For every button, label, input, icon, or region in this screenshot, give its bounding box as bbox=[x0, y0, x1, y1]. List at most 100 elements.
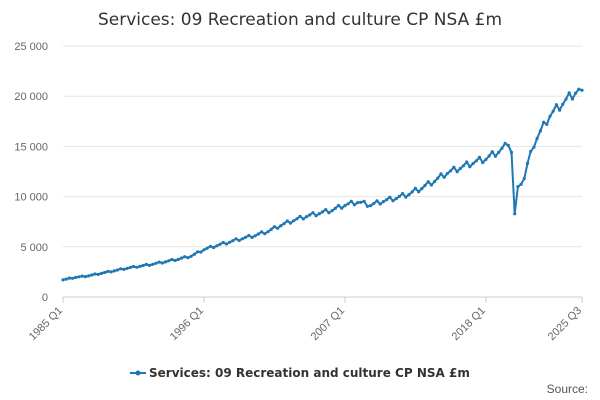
data-point[interactable] bbox=[516, 185, 520, 189]
data-point[interactable] bbox=[538, 129, 543, 133]
data-point[interactable] bbox=[336, 203, 341, 208]
data-point[interactable] bbox=[365, 204, 369, 208]
data-point[interactable] bbox=[577, 87, 581, 91]
data-point[interactable] bbox=[346, 202, 350, 206]
data-point[interactable] bbox=[455, 170, 459, 174]
data-point[interactable] bbox=[208, 244, 212, 248]
data-point[interactable] bbox=[263, 232, 267, 236]
data-point[interactable] bbox=[90, 273, 94, 277]
data-point[interactable] bbox=[369, 204, 373, 208]
data-point[interactable] bbox=[199, 250, 203, 254]
data-point[interactable] bbox=[196, 250, 200, 254]
data-point[interactable] bbox=[170, 257, 174, 262]
data-point[interactable] bbox=[295, 217, 299, 221]
data-point[interactable] bbox=[224, 242, 228, 246]
data-point[interactable] bbox=[240, 237, 244, 241]
data-point[interactable] bbox=[554, 103, 559, 107]
data-point[interactable] bbox=[420, 187, 424, 191]
data-point[interactable] bbox=[202, 248, 206, 252]
data-point[interactable] bbox=[340, 206, 344, 210]
data-point[interactable] bbox=[404, 195, 408, 199]
data-point[interactable] bbox=[250, 235, 254, 239]
data-point[interactable] bbox=[282, 222, 286, 226]
data-point[interactable] bbox=[445, 171, 449, 176]
data-point[interactable] bbox=[163, 260, 168, 264]
data-point[interactable] bbox=[458, 166, 462, 171]
data-point[interactable] bbox=[74, 275, 78, 279]
data-point[interactable] bbox=[256, 232, 260, 236]
data-point[interactable] bbox=[359, 200, 363, 204]
data-point[interactable] bbox=[244, 235, 248, 239]
data-point[interactable] bbox=[189, 254, 193, 258]
data-point[interactable] bbox=[362, 199, 366, 203]
data-point[interactable] bbox=[481, 160, 485, 165]
data-point[interactable] bbox=[285, 219, 289, 223]
data-point[interactable] bbox=[253, 234, 257, 238]
data-point[interactable] bbox=[388, 195, 392, 199]
data-point[interactable] bbox=[436, 176, 440, 180]
data-point[interactable] bbox=[128, 265, 132, 270]
data-point[interactable] bbox=[493, 154, 498, 158]
data-point[interactable] bbox=[234, 237, 238, 241]
data-point[interactable] bbox=[87, 274, 91, 278]
data-point[interactable] bbox=[567, 91, 571, 95]
data-point[interactable] bbox=[212, 246, 216, 250]
data-point[interactable] bbox=[372, 201, 376, 206]
data-point[interactable] bbox=[580, 88, 584, 92]
data-point[interactable] bbox=[317, 212, 321, 216]
data-point[interactable] bbox=[167, 259, 171, 263]
data-point[interactable] bbox=[474, 159, 478, 163]
data-point[interactable] bbox=[276, 226, 280, 230]
data-point[interactable] bbox=[109, 270, 113, 274]
legend[interactable]: Services: 09 Recreation and culture CP N… bbox=[130, 366, 470, 380]
data-point[interactable] bbox=[484, 157, 488, 162]
data-point[interactable] bbox=[529, 149, 533, 153]
data-point[interactable] bbox=[71, 276, 75, 280]
data-point[interactable] bbox=[99, 271, 103, 275]
data-point[interactable] bbox=[115, 268, 120, 272]
data-point[interactable] bbox=[119, 267, 123, 271]
data-point[interactable] bbox=[397, 194, 401, 198]
data-point[interactable] bbox=[231, 239, 235, 243]
data-point[interactable] bbox=[564, 97, 568, 101]
data-point[interactable] bbox=[260, 230, 264, 234]
data-point[interactable] bbox=[477, 155, 482, 159]
data-point[interactable] bbox=[147, 263, 152, 267]
data-point[interactable] bbox=[433, 179, 437, 184]
data-point[interactable] bbox=[349, 199, 353, 203]
data-point[interactable] bbox=[308, 213, 312, 217]
data-point[interactable] bbox=[429, 183, 433, 187]
data-point[interactable] bbox=[452, 165, 456, 169]
data-point[interactable] bbox=[468, 165, 472, 169]
data-point[interactable] bbox=[500, 146, 504, 150]
data-point[interactable] bbox=[151, 262, 155, 266]
data-point[interactable] bbox=[183, 255, 187, 259]
data-point[interactable] bbox=[503, 141, 507, 145]
data-point[interactable] bbox=[228, 240, 232, 244]
data-point[interactable] bbox=[385, 198, 389, 202]
data-point[interactable] bbox=[401, 192, 405, 196]
data-point[interactable] bbox=[173, 258, 177, 263]
data-point[interactable] bbox=[160, 261, 164, 265]
data-point[interactable] bbox=[391, 199, 395, 203]
data-point[interactable] bbox=[449, 169, 453, 173]
data-point[interactable] bbox=[301, 217, 305, 221]
data-point[interactable] bbox=[131, 264, 136, 269]
data-point[interactable] bbox=[67, 276, 71, 280]
data-point[interactable] bbox=[532, 145, 536, 149]
data-point[interactable] bbox=[561, 102, 565, 106]
data-point[interactable] bbox=[179, 256, 184, 260]
data-point[interactable] bbox=[548, 114, 552, 118]
data-point[interactable] bbox=[490, 150, 494, 154]
data-point[interactable] bbox=[237, 238, 241, 243]
data-point[interactable] bbox=[144, 262, 148, 266]
data-point[interactable] bbox=[487, 154, 491, 158]
data-point[interactable] bbox=[525, 161, 530, 165]
data-point[interactable] bbox=[83, 275, 87, 279]
data-point[interactable] bbox=[135, 265, 139, 269]
data-point[interactable] bbox=[381, 200, 385, 204]
data-point[interactable] bbox=[352, 203, 357, 207]
data-point[interactable] bbox=[375, 199, 379, 203]
data-point[interactable] bbox=[551, 109, 555, 113]
data-point[interactable] bbox=[266, 230, 270, 234]
